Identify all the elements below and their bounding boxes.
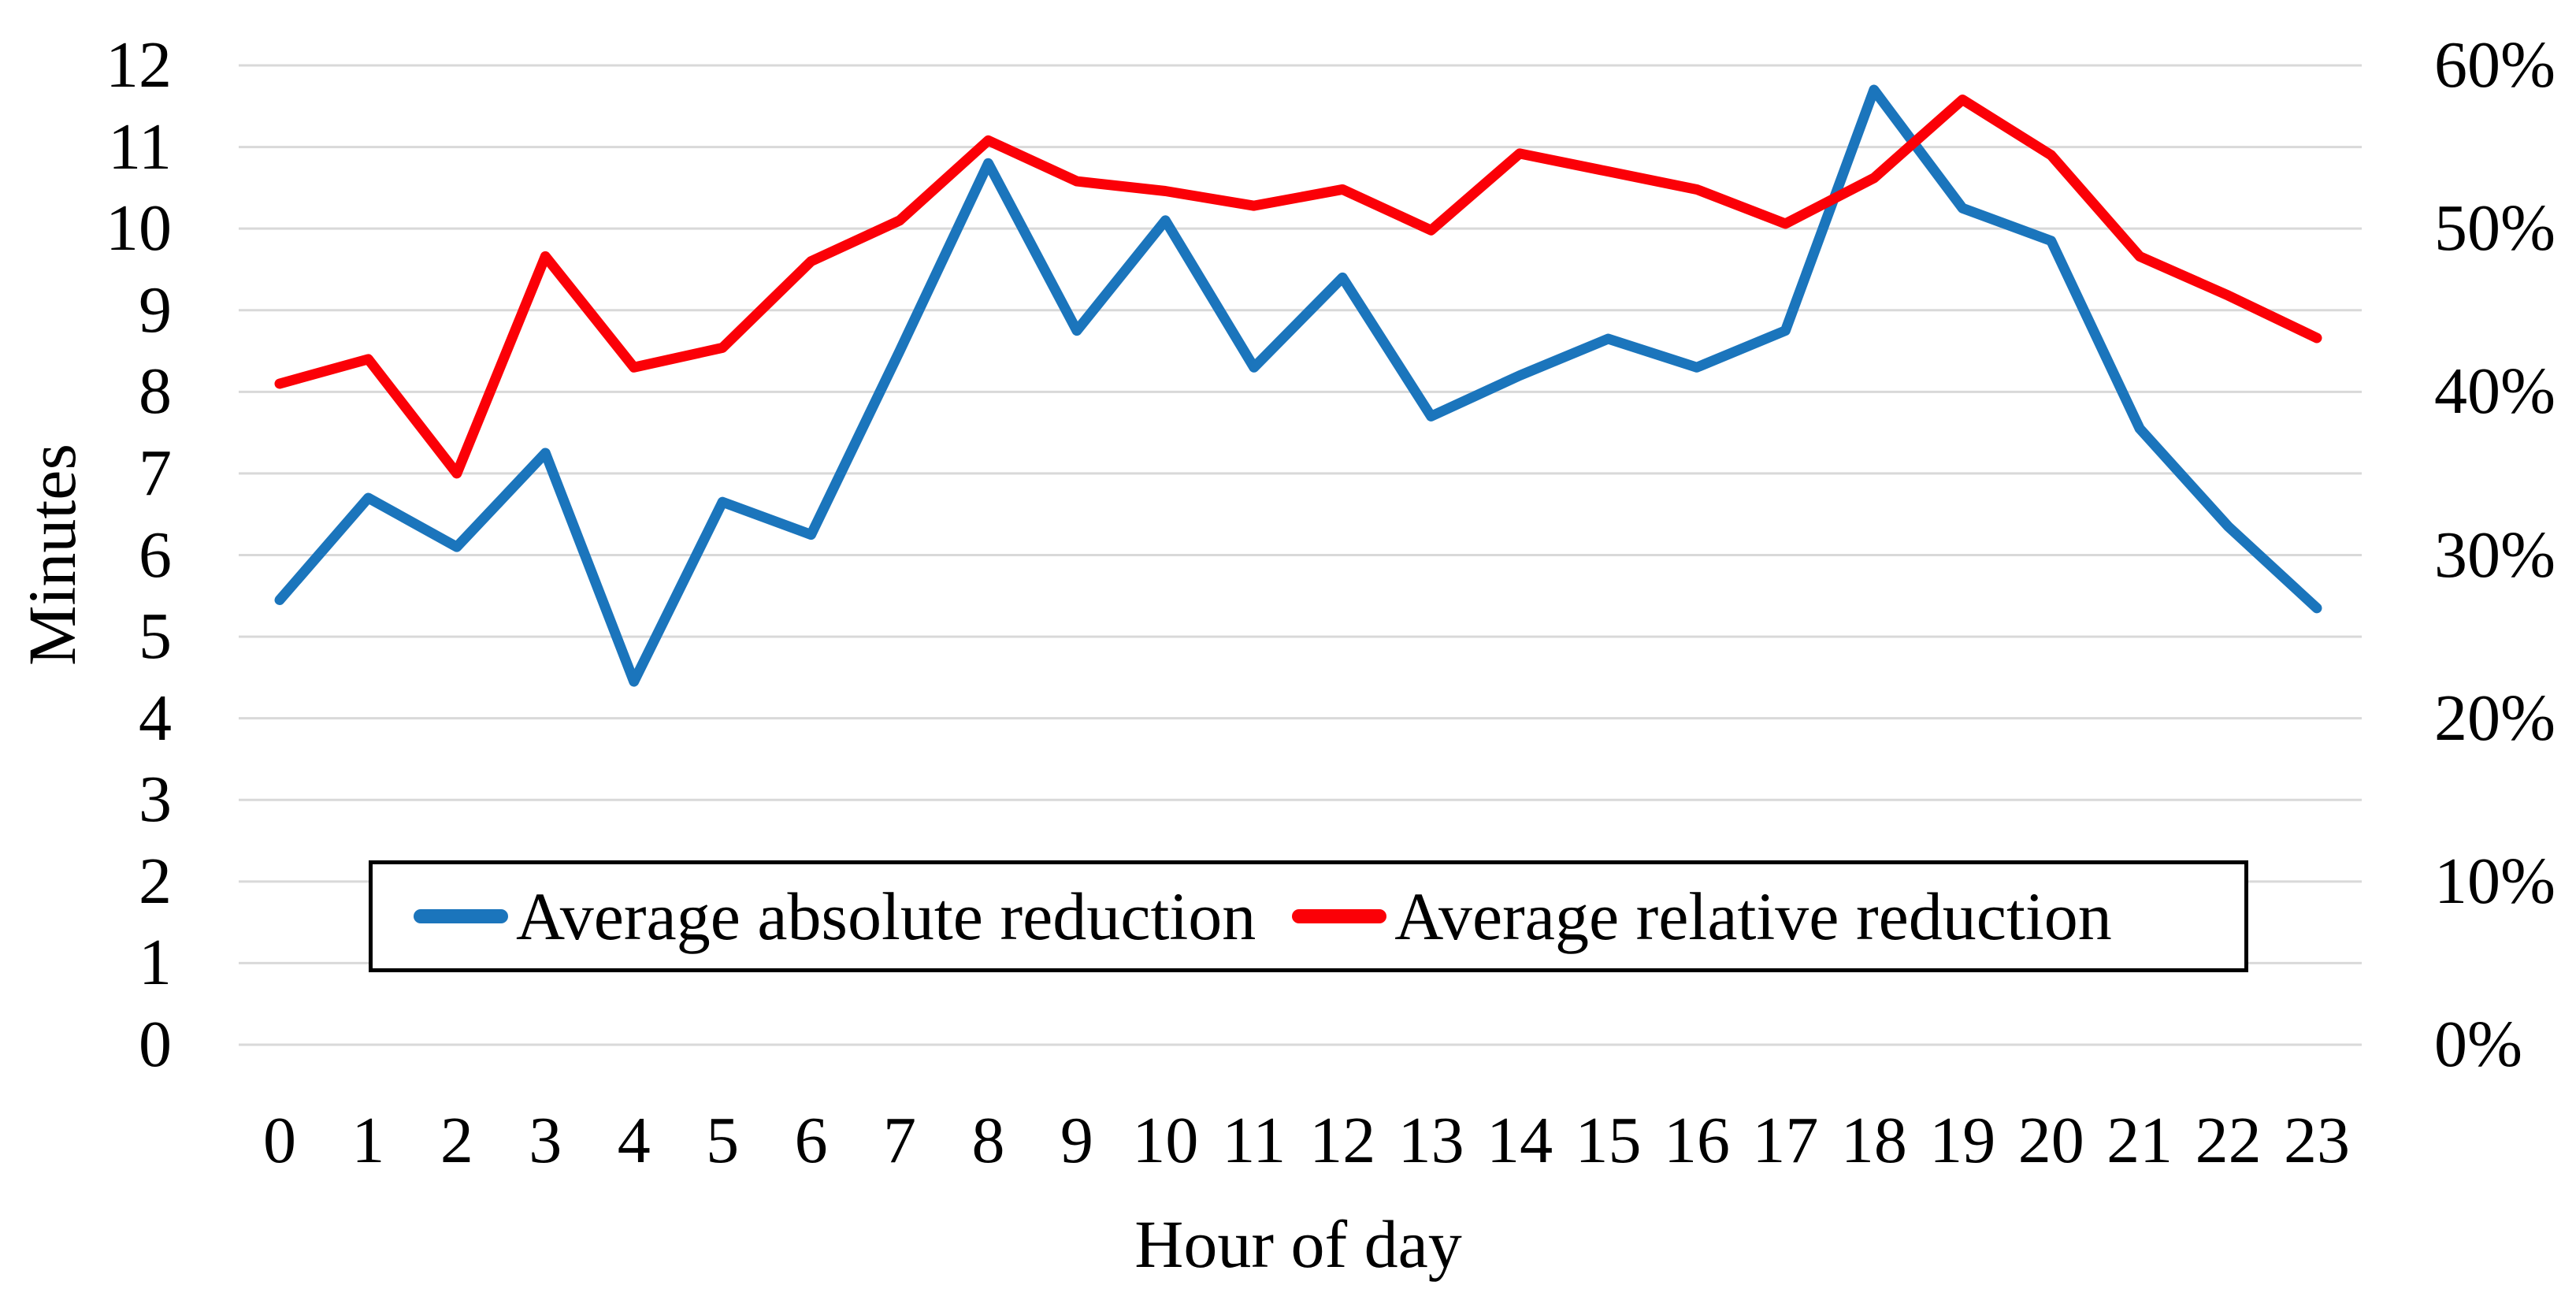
x-tick-label: 16 — [1663, 1104, 1730, 1177]
y-tick-label-left: 7 — [139, 436, 172, 510]
x-tick-label: 12 — [1309, 1104, 1376, 1177]
y-tick-label-right: 50% — [2434, 191, 2556, 266]
series-line-relative — [274, 95, 2322, 479]
y-tick-label-left: 0 — [139, 1008, 172, 1081]
x-tick-label: 17 — [1752, 1104, 1819, 1177]
y-tick-label-left: 3 — [139, 763, 172, 837]
x-tick-label: 20 — [2017, 1104, 2084, 1177]
series-lines — [274, 84, 2322, 687]
x-tick-label: 13 — [1397, 1104, 1464, 1177]
x-tick-label: 19 — [1929, 1104, 1996, 1177]
y-tick-label-left: 4 — [139, 681, 172, 755]
x-tick-label: 3 — [529, 1104, 562, 1177]
x-tick-label: 18 — [1840, 1104, 1907, 1177]
x-tick-label: 5 — [706, 1104, 740, 1177]
y-tick-label-left: 5 — [139, 600, 172, 674]
y-tick-label-right: 10% — [2434, 844, 2556, 918]
legend-swatch-relative-icon — [1292, 909, 1387, 923]
x-tick-label: 23 — [2284, 1104, 2350, 1177]
y-tick-label-left: 10 — [106, 191, 172, 266]
legend-swatch-absolute-icon — [414, 909, 508, 923]
y-tick-label-left: 2 — [139, 844, 172, 918]
y-tick-label-right: 30% — [2434, 518, 2556, 592]
legend: Average absolute reduction Average relat… — [369, 860, 2248, 972]
x-axis-title: Hour of day — [1134, 1206, 1462, 1282]
y-tick-label-left: 8 — [139, 355, 172, 429]
legend-item-absolute: Average absolute reduction — [414, 882, 1256, 950]
x-tick-label: 21 — [2106, 1104, 2173, 1177]
x-tick-label: 11 — [1222, 1104, 1286, 1177]
x-tick-label: 2 — [440, 1104, 473, 1177]
y-tick-label-left: 11 — [108, 110, 172, 184]
x-tick-label: 0 — [263, 1104, 296, 1177]
y-tick-label-right: 40% — [2434, 355, 2556, 429]
x-tick-label: 4 — [617, 1104, 651, 1177]
x-tick-label: 6 — [794, 1104, 828, 1177]
y-tick-label-left: 9 — [139, 273, 172, 347]
x-tick-label: 1 — [351, 1104, 385, 1177]
y-tick-label-right: 0% — [2434, 1008, 2522, 1081]
x-tick-label: 15 — [1575, 1104, 1642, 1177]
x-tick-label: 10 — [1132, 1104, 1199, 1177]
y-tick-label-right: 60% — [2434, 28, 2556, 102]
legend-label-absolute: Average absolute reduction — [516, 878, 1256, 954]
x-tick-label: 7 — [883, 1104, 917, 1177]
y-tick-label-left: 6 — [139, 518, 172, 592]
y-tick-label-left: 1 — [139, 926, 172, 1000]
x-tick-label: 22 — [2195, 1104, 2262, 1177]
legend-item-relative: Average relative reduction — [1292, 878, 2112, 954]
x-tick-label: 8 — [971, 1104, 1005, 1177]
y-tick-label-left: 12 — [106, 28, 172, 102]
x-tick-label: 14 — [1487, 1104, 1553, 1177]
x-tick-label: 9 — [1060, 1104, 1093, 1177]
y-tick-label-right: 20% — [2434, 681, 2556, 755]
series-line-absolute — [274, 84, 2322, 687]
legend-label-relative: Average relative reduction — [1394, 878, 2112, 954]
